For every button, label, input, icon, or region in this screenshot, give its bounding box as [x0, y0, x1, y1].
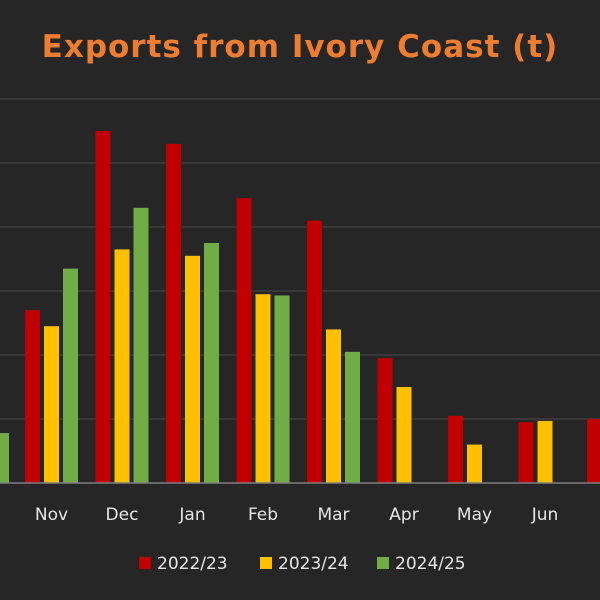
bar-2023-24-mar	[326, 329, 341, 483]
bar-2022-23-may	[448, 415, 463, 483]
legend-label-2022-23: 2022/23	[157, 554, 228, 574]
bar-2024-25-jan	[204, 243, 219, 483]
bar-2022-23-feb	[236, 198, 252, 483]
bar-2022-23-nov	[25, 310, 40, 483]
chart-title: Exports from Ivory Coast (t)	[42, 29, 559, 65]
bar-2023-24-may	[467, 444, 482, 483]
x-tick-jan: Jan	[178, 505, 205, 525]
legend-label-2024-25: 2024/25	[395, 554, 466, 574]
bar-2023-24-feb	[255, 294, 271, 483]
x-tick-may: May	[457, 505, 492, 525]
legend: 2022/23 2023/24 2024/25	[139, 554, 466, 574]
bar-2024-25-nov	[63, 268, 78, 483]
legend-swatch-2022-23	[139, 557, 151, 569]
bar-2024-25-mar	[345, 351, 360, 483]
bar-2023-24-dec	[114, 249, 130, 483]
legend-label-2023-24: 2023/24	[278, 554, 349, 574]
bar-2022-23-jan	[166, 143, 181, 484]
bar-2022-23-partial-right	[587, 419, 600, 483]
bar-2023-24-jan	[185, 255, 200, 483]
x-tick-nov: Nov	[35, 505, 68, 525]
x-tick-mar: Mar	[317, 505, 349, 525]
x-tick-dec: Dec	[106, 505, 139, 525]
bar-2022-23-mar	[307, 220, 322, 483]
bar-2024-25-dec	[133, 207, 149, 484]
bar-2023-24-nov	[44, 326, 59, 483]
bar-2024-25-partial-left	[0, 433, 9, 483]
bar-2022-23-jun	[518, 422, 534, 483]
bar-2023-24-apr	[396, 387, 412, 483]
x-tick-feb: Feb	[248, 505, 278, 525]
bar-2023-24-jun	[537, 420, 553, 483]
x-tick-labels: Nov Dec Jan Feb Mar Apr May Jun	[35, 505, 558, 525]
x-tick-jun: Jun	[531, 505, 559, 525]
bar-2024-25-feb	[274, 295, 290, 483]
bar-2022-23-apr	[377, 358, 393, 483]
legend-swatch-2023-24	[260, 557, 272, 569]
x-tick-apr: Apr	[389, 505, 418, 525]
bar-2022-23-dec	[95, 131, 111, 483]
bars	[0, 131, 600, 484]
legend-swatch-2024-25	[377, 557, 389, 569]
